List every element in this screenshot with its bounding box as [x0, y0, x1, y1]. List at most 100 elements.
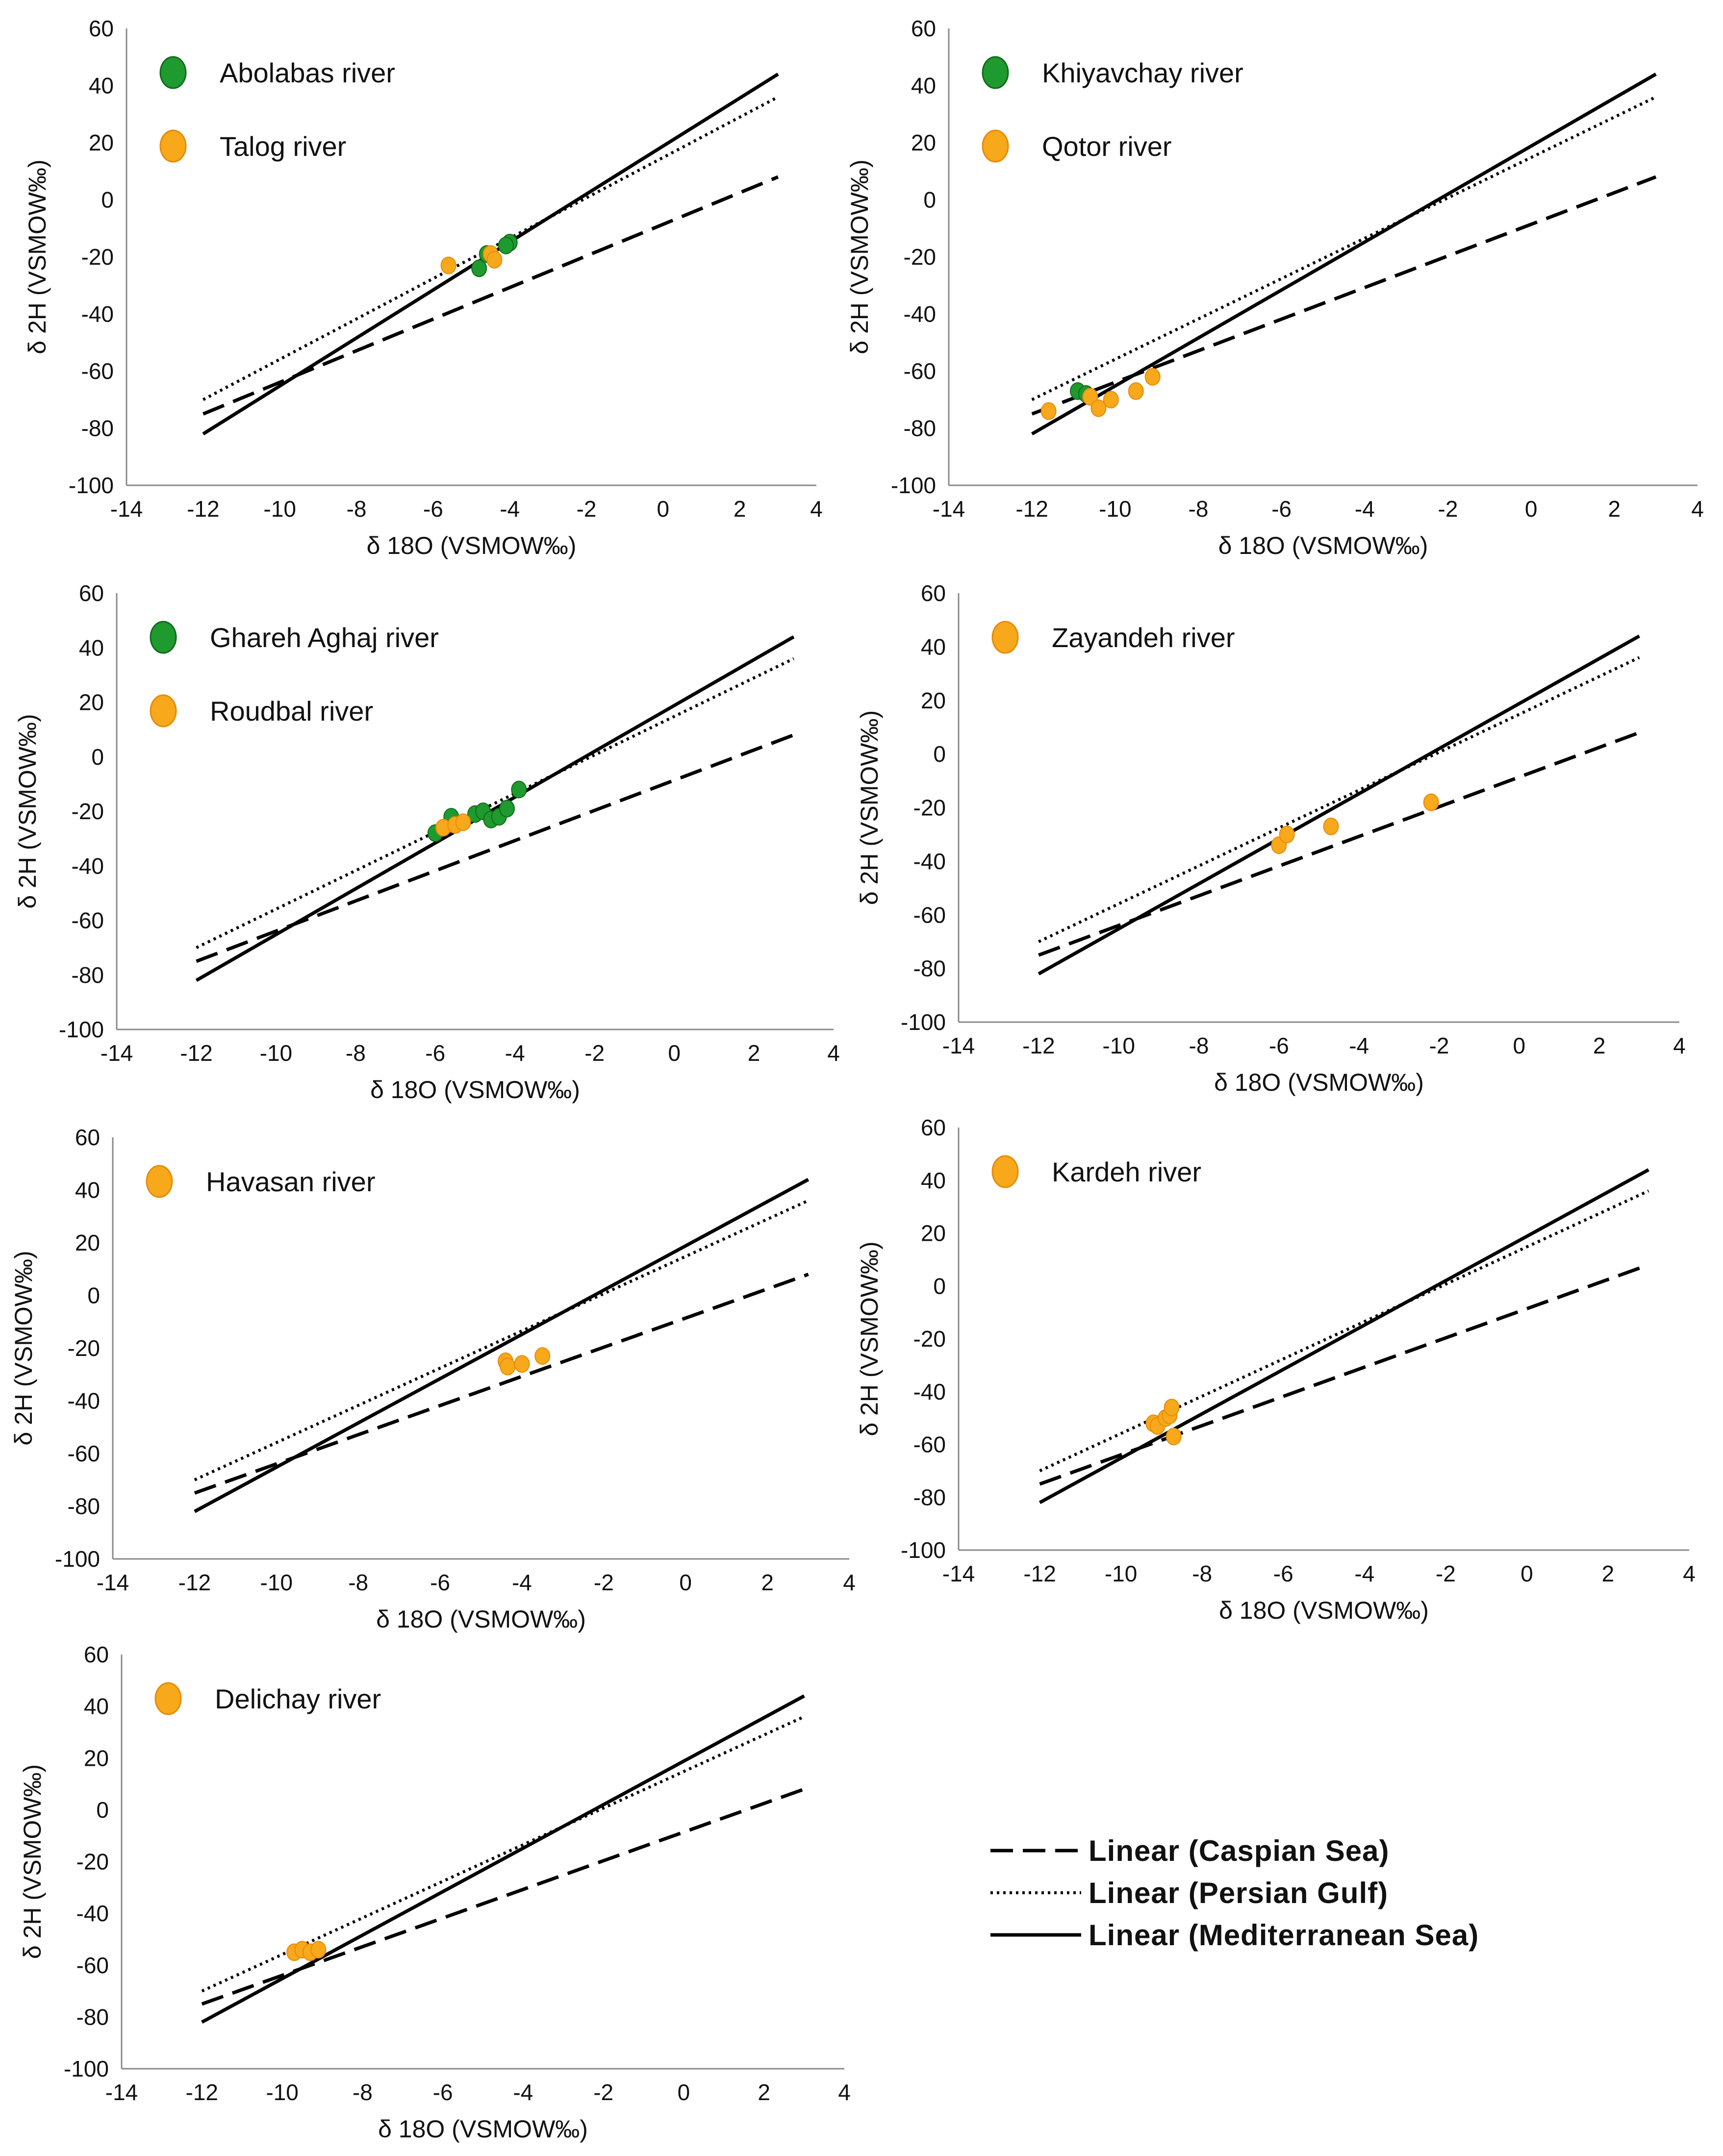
legend-label: Zayandeh river	[1052, 622, 1235, 653]
legend-label: Kardeh river	[1052, 1156, 1201, 1187]
data-point-orange	[1323, 817, 1339, 835]
x-tick-label: -6	[1273, 1561, 1293, 1586]
legend-label: Roudbal river	[210, 696, 373, 727]
y-tick-label: -40	[913, 1379, 946, 1404]
x-tick-label: -6	[1271, 496, 1292, 522]
y-tick-label: -60	[81, 358, 114, 384]
y-tick-label: -100	[55, 1546, 100, 1572]
y-tick-label: 0	[933, 1273, 946, 1299]
y-tick-label: -40	[904, 301, 936, 327]
data-point-green	[471, 259, 487, 277]
x-axis-title: δ 18O (VSMOW‰)	[1219, 1597, 1429, 1624]
data-point-green	[499, 800, 515, 818]
data-point-orange	[1128, 382, 1144, 400]
y-tick-label: -60	[913, 1432, 946, 1457]
x-tick-label: -4	[505, 1040, 525, 1066]
x-tick-label: 0	[1525, 496, 1538, 522]
x-tick-label: -12	[186, 2080, 218, 2105]
key-label: Linear (Persian Gulf)	[1089, 1877, 1388, 1909]
data-point-green	[511, 780, 527, 799]
x-tick-label: -10	[1105, 1561, 1137, 1586]
legend-marker-green	[159, 56, 187, 89]
x-tick-label: -2	[594, 1570, 614, 1595]
y-tick-label: 60	[911, 16, 936, 41]
x-tick-label: 4	[843, 1570, 856, 1595]
x-axis-title: δ 18O (VSMOW‰)	[378, 2115, 588, 2143]
y-tick-label: -100	[891, 473, 936, 498]
x-tick-label: 0	[1520, 1561, 1533, 1586]
y-tick-label: 40	[921, 1168, 946, 1193]
y-axis-title: δ 2H (VSMOW‰)	[14, 714, 41, 908]
legend-marker-orange	[150, 694, 177, 727]
data-point-orange	[1090, 399, 1107, 417]
y-tick-label: 0	[87, 1283, 100, 1308]
x-axis-title: δ 18O (VSMOW‰)	[367, 532, 577, 559]
y-tick-label: 60	[84, 1642, 109, 1667]
x-tick-label: -14	[110, 496, 143, 522]
x-tick-label: -10	[260, 1040, 292, 1066]
x-tick-label: -12	[1015, 496, 1048, 522]
x-tick-label: -10	[1102, 1033, 1135, 1058]
key-label: Linear (Caspian Sea)	[1089, 1834, 1390, 1867]
y-tick-label: -80	[81, 416, 114, 441]
legend-marker-orange	[146, 1165, 173, 1198]
x-axis-title: δ 18O (VSMOW‰)	[376, 1605, 586, 1633]
x-tick-label: 2	[1608, 496, 1621, 522]
x-tick-label: 0	[678, 2080, 690, 2105]
x-tick-label: 2	[761, 1570, 774, 1595]
data-point-orange	[1082, 388, 1098, 406]
y-tick-label: -20	[913, 795, 946, 821]
x-tick-label: 4	[838, 2080, 851, 2105]
x-tick-label: -4	[1355, 496, 1375, 522]
x-tick-label: 0	[679, 1570, 692, 1595]
y-tick-label: -40	[76, 1901, 109, 1926]
x-axis-title: δ 18O (VSMOW‰)	[1214, 1069, 1424, 1096]
y-tick-label: -60	[72, 908, 104, 933]
y-tick-label: -20	[904, 244, 936, 270]
y-tick-label: -40	[68, 1388, 100, 1414]
y-tick-label: 40	[89, 73, 114, 99]
x-tick-label: -10	[266, 2080, 298, 2105]
x-tick-label: 0	[657, 496, 670, 522]
legend-label: Ghareh Aghaj river	[210, 622, 439, 653]
x-tick-label: -2	[593, 2080, 613, 2105]
y-tick-label: -20	[72, 799, 104, 824]
y-tick-label: -60	[913, 902, 946, 928]
y-tick-label: 20	[79, 690, 104, 715]
y-axis-title: δ 2H (VSMOW‰)	[846, 159, 873, 354]
x-tick-label: -2	[584, 1040, 605, 1066]
data-point-orange	[455, 813, 471, 831]
data-point-orange	[1164, 1399, 1180, 1417]
y-tick-label: 40	[921, 634, 946, 659]
y-tick-label: -80	[904, 416, 936, 441]
y-tick-label: -100	[901, 1009, 946, 1035]
y-tick-label: 40	[911, 73, 936, 99]
y-tick-label: -80	[913, 956, 946, 981]
legend-label: Havasan river	[206, 1166, 375, 1197]
data-point-orange	[1103, 391, 1119, 409]
legend-label: Qotor river	[1042, 131, 1172, 162]
y-tick-label: -100	[59, 1017, 104, 1042]
data-point-orange	[534, 1347, 551, 1365]
data-point-green	[498, 236, 514, 254]
key-label: Linear (Mediterranean Sea)	[1089, 1919, 1479, 1952]
y-tick-label: -40	[72, 853, 104, 878]
x-tick-label: -12	[187, 496, 219, 522]
y-tick-label: -80	[72, 962, 104, 988]
data-point-orange	[486, 251, 503, 269]
x-tick-label: -10	[260, 1570, 293, 1595]
x-tick-label: -8	[1189, 1033, 1209, 1058]
x-tick-label: -6	[430, 1570, 450, 1595]
y-tick-label: -60	[68, 1441, 100, 1466]
x-tick-label: -4	[1354, 1561, 1374, 1586]
y-tick-label: 60	[75, 1125, 100, 1150]
x-tick-label: -12	[178, 1570, 211, 1595]
y-tick-label: 20	[921, 1221, 946, 1246]
x-tick-label: -12	[180, 1040, 212, 1066]
x-tick-label: -2	[577, 496, 597, 522]
line-solid	[194, 1178, 810, 1513]
y-tick-label: -100	[64, 2056, 109, 2081]
